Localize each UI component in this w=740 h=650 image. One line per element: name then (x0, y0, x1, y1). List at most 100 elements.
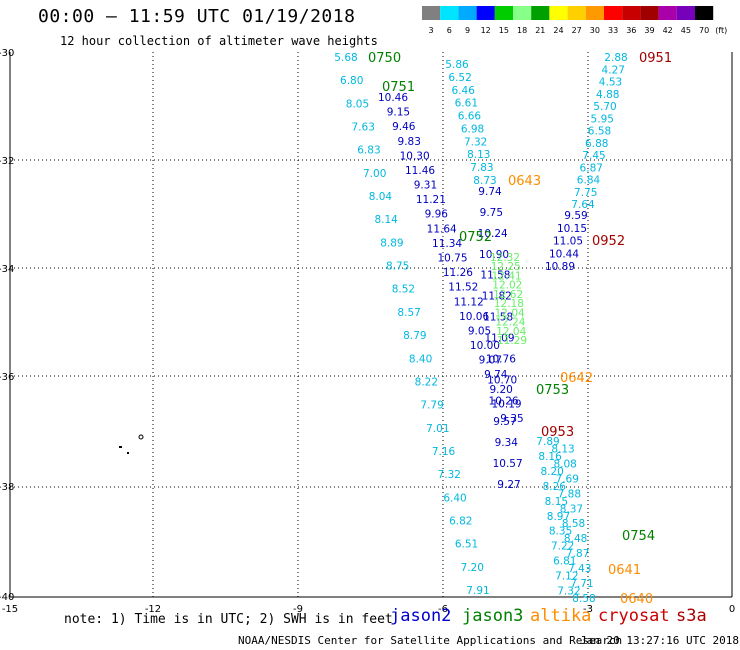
wave-height-value: 4.53 (599, 77, 622, 89)
wave-height-value: 10.15 (557, 223, 587, 235)
lat-label: -32 (0, 156, 14, 167)
wave-height-value: 5.68 (334, 52, 357, 64)
wave-height-value: 8.26 (543, 481, 567, 493)
wave-height-value: 9.59 (564, 210, 587, 222)
wave-height-value: 7.20 (461, 562, 484, 574)
wave-height-value: 9.46 (392, 121, 416, 133)
wave-height-value: 7.00 (363, 168, 386, 180)
wave-height-value: 8.16 (538, 451, 562, 463)
wave-height-value: 6.80 (340, 75, 363, 87)
pass-time-label: 0953 (541, 425, 574, 440)
wave-height-value: 8.58 (572, 593, 595, 605)
wave-height-value: 11.46 (405, 165, 435, 177)
pass-time-label: 0754 (622, 529, 655, 544)
wave-height-value: 6.88 (585, 138, 608, 150)
scale-swatch (458, 6, 477, 20)
wave-height-value: 9.57 (493, 416, 516, 428)
wave-height-value: 10.00 (470, 340, 500, 352)
wave-height-value: 7.69 (556, 473, 579, 485)
wave-height-value: 9.27 (497, 479, 520, 491)
scale-swatch (695, 6, 714, 20)
wave-height-value: 7.45 (582, 150, 605, 162)
scale-swatch (476, 6, 495, 20)
pass-time-label: 0751 (382, 80, 415, 95)
wave-height-value: 10.24 (478, 228, 508, 240)
pass-time-label: 0752 (459, 230, 492, 245)
wave-height-value: 6.82 (449, 515, 472, 527)
scale-tick-label: 45 (681, 26, 691, 35)
wave-height-value: 7.01 (426, 423, 449, 435)
wave-height-value: 6.84 (577, 175, 601, 187)
wave-height-value: 10.30 (400, 150, 430, 162)
wave-height-value: 7.64 (571, 199, 595, 211)
wave-height-value: 8.22 (415, 376, 438, 388)
wave-height-value: 11.12 (454, 296, 484, 308)
island-marker (138, 434, 144, 440)
wave-height-value: 12.62 (493, 289, 523, 301)
wave-height-value: 8.48 (564, 533, 587, 545)
wave-height-value: 8.05 (346, 98, 369, 110)
scale-swatch (440, 6, 459, 20)
wave-height-value: 10.75 (437, 253, 467, 265)
wave-height-value: 9.35 (500, 413, 523, 425)
wave-height-value: 12.24 (495, 317, 525, 329)
credit-line: NOAA/NESDIS Center for Satellite Applica… (238, 634, 623, 647)
wave-height-value: 7.63 (352, 122, 375, 134)
wave-height-value: 12.04 (496, 326, 526, 338)
legend-s3a: s3a (676, 606, 707, 626)
wave-height-value: 6.52 (448, 72, 471, 84)
wave-height-value: 11.52 (448, 282, 478, 294)
wave-height-value: 6.83 (357, 145, 380, 157)
scale-tick-label: 39 (644, 26, 654, 35)
wave-height-value: 12.25 (491, 261, 521, 273)
scale-swatch (531, 6, 550, 20)
wave-height-value: 8.58 (562, 518, 585, 530)
lat-label: -34 (0, 264, 14, 275)
scale-swatch (422, 6, 441, 20)
wave-height-value: 9.31 (414, 180, 437, 192)
wave-height-value: 7.83 (470, 162, 493, 174)
wave-height-value: 9.96 (425, 209, 449, 221)
wave-height-value: 8.20 (540, 466, 563, 478)
scale-tick-label: 70 (699, 26, 709, 35)
lat-label: -40 (0, 592, 14, 603)
wave-height-value: 8.37 (560, 503, 583, 515)
wave-height-value: 10.76 (486, 353, 516, 365)
wave-height-value: 2.88 (604, 52, 627, 64)
scale-swatch (622, 6, 641, 20)
wave-height-value: 11.82 (482, 291, 512, 303)
legend-jason3: jason3 (462, 606, 524, 626)
wave-height-value: 7.32 (557, 586, 580, 598)
wave-height-value: 8.08 (553, 458, 576, 470)
wave-height-value: 12.32 (490, 252, 520, 264)
wave-height-value: 7.75 (574, 187, 597, 199)
wave-height-value: 12.41 (492, 270, 522, 282)
wave-height-value: 4.88 (596, 89, 619, 101)
legend-jason2: jason2 (390, 606, 452, 626)
wave-height-value: 10.19 (492, 398, 522, 410)
wave-height-value: 12.18 (494, 298, 524, 310)
color-scale: 3 6 9 12 15 18 21 24 27 30 33 36 39 42 45 70 (ft) (422, 6, 727, 35)
wave-height-value: 10.44 (549, 248, 579, 260)
lat-label: -38 (0, 482, 14, 493)
wave-height-value: 11.58 (483, 312, 513, 324)
scale-tick-label: 42 (663, 26, 673, 35)
wave-height-value: 11.26 (443, 267, 473, 279)
lon-label: -3 (583, 604, 593, 615)
wave-height-value: 10.89 (545, 261, 575, 273)
wave-height-value: 11.05 (553, 236, 583, 248)
wave-height-value: 7.32 (464, 136, 487, 148)
wave-height-value: 8.04 (369, 191, 393, 203)
wave-height-value: 12.04 (495, 307, 525, 319)
wave-height-value: 10.46 (378, 92, 408, 104)
wave-height-value: 7.89 (536, 436, 559, 448)
wave-height-value: 7.22 (551, 541, 574, 553)
wave-height-value: 6.98 (461, 123, 484, 135)
wave-height-value: 7.32 (438, 469, 461, 481)
wave-height-value: 10.06 (459, 311, 489, 323)
wave-height-value: 9.75 (480, 207, 503, 219)
pass-time-label: 0952 (592, 234, 625, 249)
wave-height-value: 7.71 (570, 578, 593, 590)
wave-height-value: 8.89 (380, 237, 403, 249)
